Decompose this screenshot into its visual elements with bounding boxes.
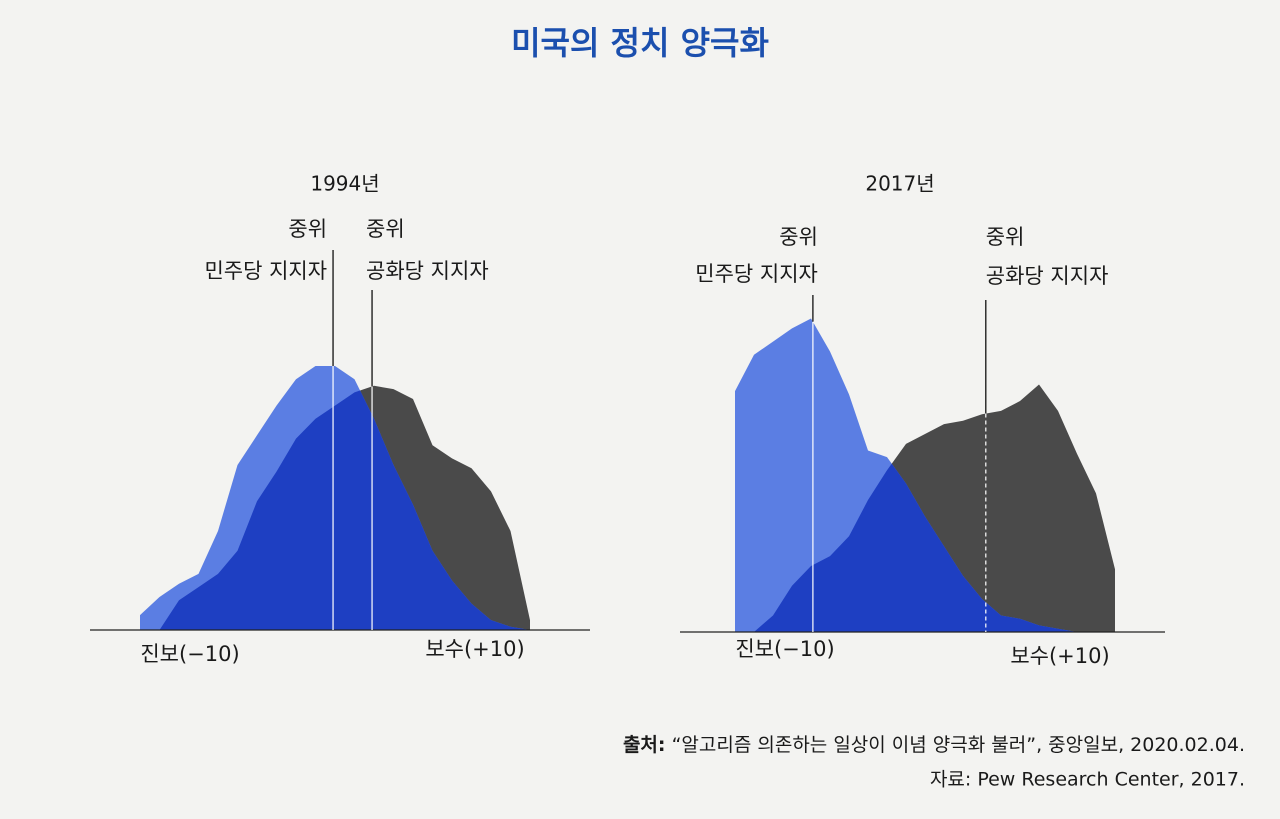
x-tick-label: 진보(−10) [140,642,239,666]
x-tick-label: 진보(−10) [735,637,834,661]
median-label: 민주당 지지자 [204,259,327,283]
x-tick-label: 보수(+10) [1010,644,1109,668]
median-label: 중위 [288,217,327,241]
median-label: 공화당 지지자 [366,259,489,283]
source: 출처: “알고리즘 의존하는 일상이 이념 양극화 불러”, 중앙일보, 202… [623,734,1245,756]
median-label: 중위 [366,217,405,241]
median-label: 중위 [779,225,818,249]
chart-title: 2017년 [865,172,934,196]
page-title: 미국의 정치 양극화 [511,24,769,62]
data-note: 자료: Pew Research Center, 2017. [930,769,1245,791]
median-label: 중위 [986,225,1025,249]
median-label: 민주당 지지자 [695,262,818,286]
x-tick-label: 보수(+10) [425,637,524,661]
chart-title: 1994년 [310,172,379,196]
area [735,318,1115,632]
median-label: 공화당 지지자 [986,264,1109,288]
source-text: “알고리즘 의존하는 일상이 이념 양극화 불러”, 중앙일보, 2020.02… [672,734,1245,756]
source-label: 출처: [623,734,666,756]
